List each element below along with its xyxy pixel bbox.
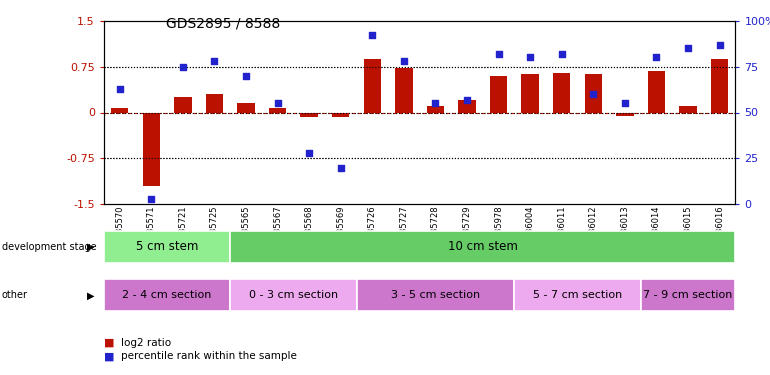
Bar bbox=[230, 279, 357, 311]
Text: log2 ratio: log2 ratio bbox=[121, 338, 171, 348]
Point bbox=[587, 91, 599, 97]
Text: ▶: ▶ bbox=[87, 290, 95, 300]
Point bbox=[334, 165, 346, 171]
Point bbox=[397, 58, 410, 64]
Bar bbox=[711, 59, 728, 112]
Bar bbox=[174, 97, 192, 112]
Point bbox=[493, 51, 505, 57]
Text: ▶: ▶ bbox=[87, 242, 95, 252]
Bar bbox=[490, 76, 507, 112]
Bar bbox=[553, 73, 571, 112]
Bar bbox=[111, 108, 129, 112]
Bar bbox=[427, 106, 444, 112]
Bar bbox=[514, 279, 641, 311]
Point bbox=[714, 42, 726, 48]
Text: 2 - 4 cm section: 2 - 4 cm section bbox=[122, 290, 212, 300]
Bar bbox=[230, 231, 735, 262]
Point bbox=[682, 45, 695, 51]
Bar bbox=[363, 58, 381, 112]
Bar bbox=[332, 112, 350, 117]
Point bbox=[524, 54, 536, 60]
Text: 10 cm stem: 10 cm stem bbox=[448, 240, 517, 253]
Text: GDS2895 / 8588: GDS2895 / 8588 bbox=[166, 17, 280, 31]
Point bbox=[114, 86, 126, 92]
Bar bbox=[142, 112, 160, 186]
Point bbox=[176, 63, 189, 70]
Point bbox=[619, 100, 631, 106]
Text: 0 - 3 cm section: 0 - 3 cm section bbox=[249, 290, 338, 300]
Bar bbox=[648, 71, 665, 112]
Bar bbox=[584, 74, 602, 112]
Bar bbox=[300, 112, 318, 117]
Text: 5 cm stem: 5 cm stem bbox=[136, 240, 199, 253]
Bar bbox=[357, 279, 514, 311]
Text: other: other bbox=[2, 290, 28, 300]
Bar bbox=[616, 112, 634, 116]
Point bbox=[460, 97, 473, 103]
Point bbox=[367, 32, 379, 38]
Bar bbox=[679, 106, 697, 112]
Text: 5 - 7 cm section: 5 - 7 cm section bbox=[533, 290, 622, 300]
Point bbox=[650, 54, 662, 60]
Point bbox=[271, 100, 283, 106]
Point bbox=[556, 51, 568, 57]
Text: development stage: development stage bbox=[2, 242, 96, 252]
Point bbox=[145, 196, 158, 202]
Bar bbox=[104, 279, 230, 311]
Bar bbox=[641, 279, 735, 311]
Bar bbox=[458, 100, 476, 112]
Point bbox=[430, 100, 442, 106]
Text: 7 - 9 cm section: 7 - 9 cm section bbox=[643, 290, 733, 300]
Bar bbox=[104, 231, 230, 262]
Text: ■: ■ bbox=[104, 351, 115, 361]
Point bbox=[303, 150, 316, 156]
Text: 3 - 5 cm section: 3 - 5 cm section bbox=[391, 290, 480, 300]
Point bbox=[208, 58, 220, 64]
Text: ■: ■ bbox=[104, 338, 115, 348]
Bar bbox=[395, 68, 413, 112]
Bar bbox=[521, 74, 539, 112]
Bar bbox=[237, 104, 255, 112]
Point bbox=[240, 73, 253, 79]
Text: percentile rank within the sample: percentile rank within the sample bbox=[121, 351, 296, 361]
Bar bbox=[206, 94, 223, 112]
Bar bbox=[269, 108, 286, 112]
